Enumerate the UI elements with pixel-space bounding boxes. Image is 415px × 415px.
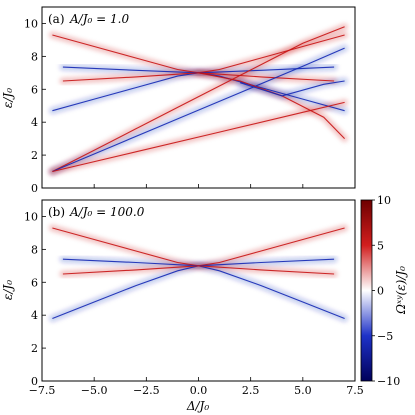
panel-b-xtick-label: 2.5 [242,384,260,397]
panel-a-ytick-label: 10 [24,17,38,30]
panel-a-curve-8 [240,80,345,97]
panel-a: 0 2 4 6 8 10 (a) A/J₀ = 1.0 ε/J₀ [1,6,356,195]
panel-b-xtick-label: 7.5 [346,384,364,397]
panel-b-xtick-label: 0.0 [190,384,208,397]
panel-b-xtick-label: −7.5 [29,384,56,397]
panel-a-label: (a) [48,12,65,26]
panel-b-ytick-label: 4 [31,309,38,322]
colorbar-tick-label: 0 [377,285,384,298]
panel-a-ytick-label: 4 [31,116,38,129]
colorbar-gradient [360,199,373,382]
panel-b-label: (b) [48,205,65,219]
panel-b-ylabel: ε/J₀ [1,280,15,300]
panel-b-band-3 [59,262,338,278]
panel-b-xtick-label: 5.0 [294,384,312,397]
panel-b-xtick-label: −5.0 [81,384,108,397]
panel-b-ytick-label: 2 [31,342,38,355]
panel-a-ytick-label: 2 [31,149,38,162]
panel-a-ytick-label: 8 [31,50,38,63]
panel-b-curve-3 [62,265,335,275]
panel-a-ytick-label: 6 [31,83,38,96]
colorbar: −10 −5 0 5 10 Ωˣʸ(ε)/J₀ [360,194,408,388]
colorbar-tick-label: −10 [377,375,400,388]
x-axis-label: Δ/J₀ [186,399,210,413]
panel-b-xtick-label: −2.5 [133,384,160,397]
panel-a-curve-5 [52,47,345,173]
panel-b-ytick-label: 0 [31,375,38,388]
panel-b-frame [41,199,356,382]
panel-a-curve-4 [52,26,345,172]
panel-b: 0 2 4 6 8 10 −7.5 −5.0 −2.5 0.0 2.5 5.0 7.5 (b) A/J… [1,199,364,413]
colorbar-tick-label: −5 [377,330,393,343]
panel-a-curve-6 [52,101,345,173]
panel-b-ytick-label: 6 [31,276,38,289]
panel-a-ytick-label: 0 [31,182,38,195]
panel-a-annotation: A/J₀ = 1.0 [69,12,129,26]
colorbar-tick-label: 10 [377,194,391,207]
panel-b-annotation: A/J₀ = 100.0 [69,205,145,219]
colorbar-tick-label: 5 [377,239,384,252]
panel-b-ytick-label: 8 [31,243,38,256]
panel-b-ytick-label: 10 [24,210,38,223]
panel-a-ylabel: ε/J₀ [1,88,15,108]
colorbar-label: Ωˣʸ(ε)/J₀ [394,266,408,315]
